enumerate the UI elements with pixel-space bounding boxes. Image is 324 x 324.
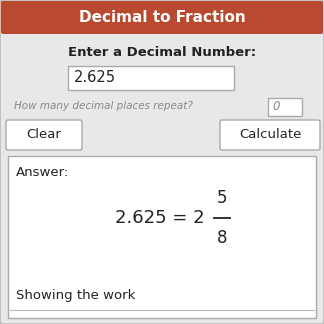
Text: Showing the work: Showing the work: [16, 288, 135, 302]
Bar: [3, 24, 321, 32]
FancyBboxPatch shape: [8, 156, 316, 318]
Text: Enter a Decimal Number:: Enter a Decimal Number:: [68, 45, 256, 59]
FancyBboxPatch shape: [220, 120, 320, 150]
Text: 2.625 = 2: 2.625 = 2: [115, 209, 205, 227]
Text: Clear: Clear: [27, 129, 62, 142]
FancyBboxPatch shape: [6, 120, 82, 150]
Text: 2.625: 2.625: [74, 71, 116, 86]
Text: 8: 8: [217, 229, 227, 247]
FancyBboxPatch shape: [68, 66, 234, 90]
FancyBboxPatch shape: [1, 1, 323, 34]
Text: Decimal to Fraction: Decimal to Fraction: [79, 9, 245, 25]
FancyBboxPatch shape: [268, 98, 302, 116]
Text: 5: 5: [217, 189, 227, 207]
Text: Answer:: Answer:: [16, 166, 69, 179]
Text: How many decimal places repeat?: How many decimal places repeat?: [14, 101, 193, 111]
Text: Calculate: Calculate: [239, 129, 301, 142]
Text: 0: 0: [272, 100, 280, 113]
